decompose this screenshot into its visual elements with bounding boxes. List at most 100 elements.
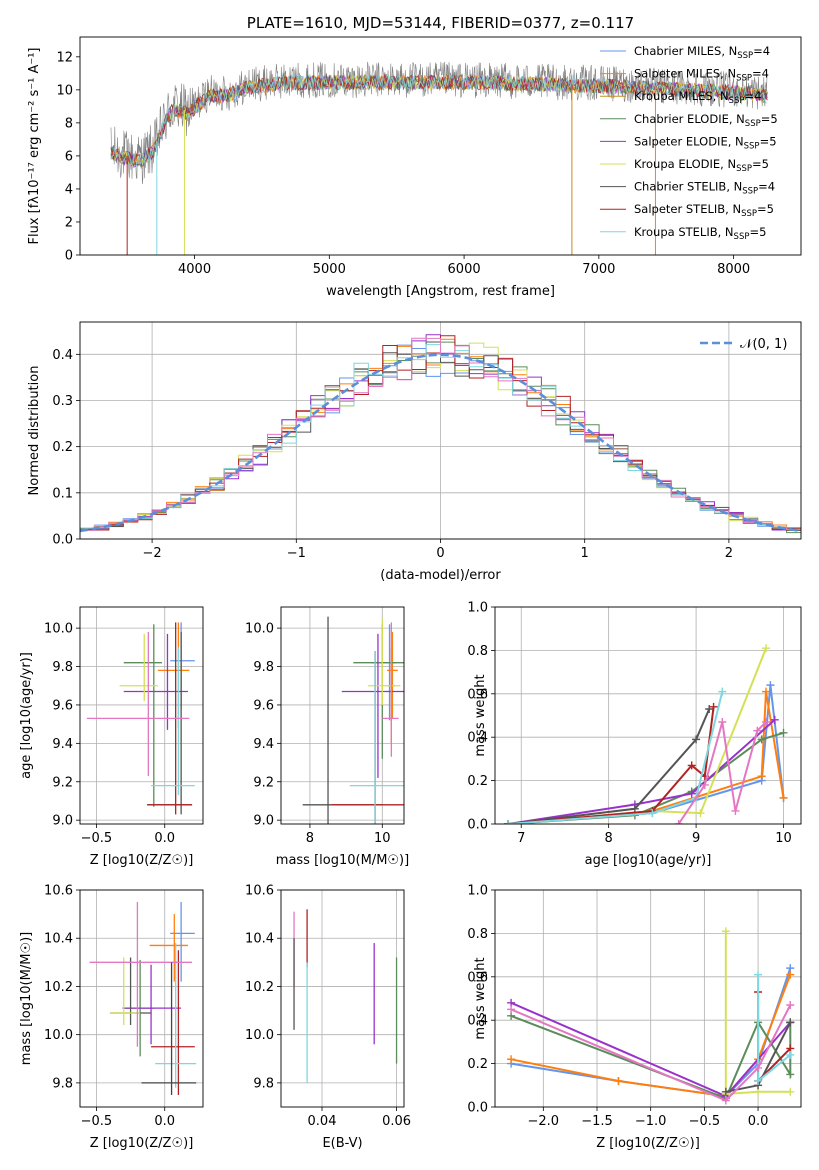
y-tick-label: 9.4 bbox=[52, 737, 73, 752]
weight-marker bbox=[753, 726, 762, 735]
y-tick-label: 9.4 bbox=[253, 737, 274, 752]
residuals-frame bbox=[79, 321, 802, 540]
x-tick-label: 6000 bbox=[448, 262, 481, 277]
y-tick-label: 0 bbox=[65, 249, 73, 264]
weight-marker bbox=[766, 681, 775, 690]
spectrum-marks bbox=[110, 61, 768, 255]
x-tick-label: 2 bbox=[725, 546, 733, 561]
weight-marker bbox=[687, 789, 696, 798]
mass_vs_Z-panel: −0.5 0.0 9.8 10.0 10.2 10.4 10.6 Z [log10(Z/Z☉)… bbox=[19, 884, 204, 1151]
weight-marker bbox=[721, 1087, 730, 1096]
legend-entry: Kroupa ELODIE, NSSP=5 bbox=[634, 157, 769, 174]
data-point bbox=[123, 964, 182, 1045]
legend-entry: Salpeter STELIB, NSSP=5 bbox=[634, 202, 774, 219]
mass_vs_EBV-frame bbox=[280, 889, 405, 1108]
y-tick-label: 0.0 bbox=[52, 533, 73, 548]
y-tick-label: 12 bbox=[56, 50, 73, 65]
y-tick-label: 0.0 bbox=[467, 1101, 488, 1116]
weight-line bbox=[724, 931, 791, 1096]
x-tick-label: 7000 bbox=[582, 262, 615, 277]
weight-series bbox=[504, 644, 771, 824]
mass_vs_EBV-marks bbox=[293, 909, 398, 1083]
weight-marker bbox=[754, 1076, 763, 1085]
weight-series bbox=[504, 702, 718, 824]
y-tick-label: 2 bbox=[65, 215, 73, 230]
age_vs_Z-marks bbox=[86, 622, 195, 815]
weight-marker bbox=[721, 1096, 730, 1105]
y-tick-label: 0.3 bbox=[52, 394, 73, 409]
x-tick-label: 10 bbox=[775, 831, 792, 846]
observed-spectrum-line bbox=[110, 61, 768, 185]
y-tick-label: 0.0 bbox=[467, 818, 488, 833]
y-tick-label: 0.8 bbox=[467, 644, 488, 659]
weight-marker bbox=[507, 1005, 516, 1014]
x-tick-label: −1.0 bbox=[635, 1114, 667, 1129]
weight-marker bbox=[779, 728, 788, 737]
weight-marker bbox=[754, 1063, 763, 1072]
y-tick-label: 9.8 bbox=[52, 1076, 73, 1091]
y-tick-label: 10.2 bbox=[44, 980, 73, 995]
weight-series bbox=[674, 718, 771, 824]
x-tick-label: 0.0 bbox=[154, 831, 175, 846]
weight_vs_Z-marks bbox=[507, 927, 795, 1105]
y-tick-label: 10.0 bbox=[44, 622, 73, 637]
weight-series bbox=[507, 1001, 795, 1105]
x-tick-label: 8 bbox=[605, 831, 613, 846]
residuals-marks bbox=[80, 334, 801, 534]
x-tick-label: 5000 bbox=[313, 262, 346, 277]
weight-marker bbox=[786, 1087, 795, 1096]
x-axis-label: Z [log10(Z/Z☉)] bbox=[596, 1136, 700, 1151]
data-point bbox=[110, 957, 152, 1026]
y-tick-label: 9.8 bbox=[52, 660, 73, 675]
age_vs_mass-panel: 8 10 9.0 9.2 9.4 9.6 9.8 10.0 mass [log10(M/M☉)] bbox=[245, 606, 409, 868]
y-axis-label: Normed distribution bbox=[27, 366, 42, 496]
x-tick-label: 7 bbox=[517, 831, 525, 846]
x-tick-label: 0.06 bbox=[382, 1114, 411, 1129]
x-tick-label: 10 bbox=[374, 831, 391, 846]
weight-marker bbox=[507, 1055, 516, 1064]
y-axis-label: mass [log10(M/M☉)] bbox=[19, 932, 34, 1065]
y-tick-label: 10.4 bbox=[245, 932, 274, 947]
mass_vs_Z-frame bbox=[79, 889, 204, 1108]
weight-marker bbox=[718, 687, 727, 696]
legend-entry: 𝒩(0, 1) bbox=[740, 337, 787, 352]
mass_vs_Z-grid bbox=[80, 889, 203, 1107]
data-point bbox=[89, 902, 193, 1047]
weight-marker bbox=[648, 809, 657, 818]
x-tick-label: 8 bbox=[306, 831, 314, 846]
weight-marker bbox=[630, 804, 639, 813]
x-tick-label: −2.0 bbox=[528, 1114, 560, 1129]
age_vs_mass-grid bbox=[281, 607, 404, 824]
x-tick-label: 0 bbox=[436, 546, 444, 561]
spectrum-legend: Chabrier MILES, NSSP=4 Salpeter MILES, NS… bbox=[600, 44, 778, 242]
data-point bbox=[341, 633, 404, 778]
y-axis-label: age [log10(age/yr)] bbox=[19, 652, 34, 779]
y-tick-label: 4 bbox=[65, 182, 73, 197]
data-point bbox=[86, 631, 190, 776]
residuals-legend: 𝒩(0, 1) bbox=[700, 337, 787, 352]
y-tick-label: 0.2 bbox=[467, 774, 488, 789]
y-tick-label: 10.2 bbox=[245, 980, 274, 995]
y-tick-label: 10.0 bbox=[245, 1028, 274, 1043]
mass_vs_EBV-grid bbox=[281, 889, 404, 1107]
weight-marker bbox=[705, 704, 714, 713]
y-tick-label: 0.1 bbox=[52, 486, 73, 501]
x-tick-label: 9 bbox=[692, 831, 700, 846]
y-tick-label: 0.4 bbox=[52, 348, 73, 363]
model-spectrum-line bbox=[110, 74, 768, 166]
y-tick-label: 9.6 bbox=[253, 698, 274, 713]
legend-entry: Chabrier MILES, NSSP=4 bbox=[634, 44, 770, 61]
y-tick-label: 9.8 bbox=[253, 660, 274, 675]
spectrum-title: PLATE=1610, MJD=53144, FIBERID=0377, z=0… bbox=[247, 14, 634, 32]
y-tick-label: 1.0 bbox=[467, 601, 488, 616]
residuals-panel: −2 −1 0 1 2 0.0 0.1 0.2 0.3 0.4 (data-model)/error… bbox=[27, 321, 802, 583]
legend-entry: Chabrier STELIB, NSSP=4 bbox=[634, 180, 775, 197]
data-point bbox=[170, 622, 195, 709]
weight-marker bbox=[614, 1076, 623, 1085]
mass_vs_Z-marks bbox=[89, 902, 197, 1095]
y-tick-label: 0.6 bbox=[467, 970, 488, 985]
data-point bbox=[157, 622, 190, 728]
x-tick-label: −2 bbox=[143, 546, 162, 561]
data-point bbox=[141, 962, 197, 1095]
